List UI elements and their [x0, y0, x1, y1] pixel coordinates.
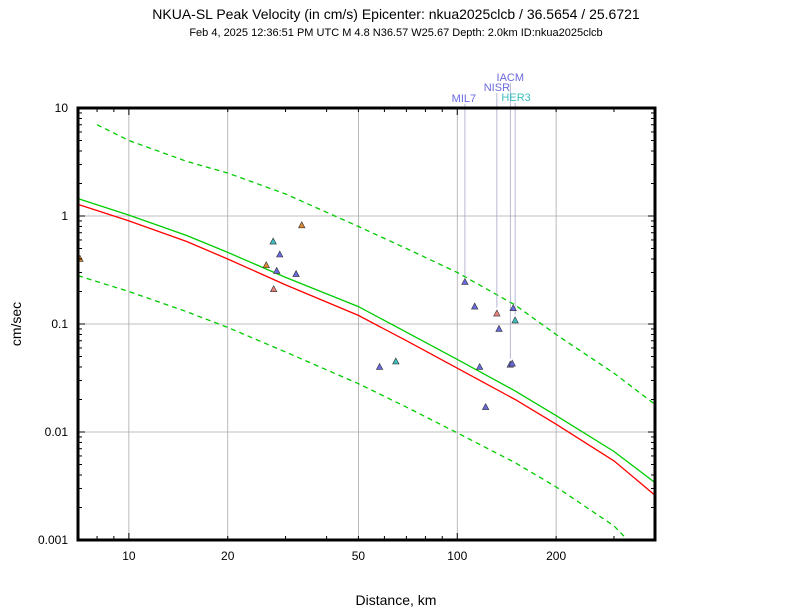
station-marker [276, 250, 284, 258]
station-marker [292, 269, 300, 277]
station-points [76, 221, 519, 410]
chart-title: NKUA-SL Peak Velocity (in cm/s) Epicente… [152, 6, 640, 22]
curve-prediction [77, 203, 656, 496]
x-tick-label: 20 [221, 549, 235, 563]
station-marker [471, 302, 479, 310]
chart-subtitle: Feb 4, 2025 12:36:51 PM UTC M 4.8 N36.57… [189, 27, 602, 39]
y-tick-label: 0.1 [51, 317, 68, 331]
station-marker [493, 309, 501, 317]
axis-ticks: 10 20 50 100 200 0.001 0.01 0.1 1 10 [38, 101, 656, 563]
x-axis-label: Distance, km [356, 592, 437, 608]
station-marker [461, 277, 469, 285]
station-label: IACM [497, 72, 525, 84]
curve-lower-bound [77, 275, 629, 541]
x-tick-label: 10 [122, 549, 136, 563]
station-label: MIL7 [452, 93, 476, 105]
y-tick-label: 10 [55, 101, 69, 115]
station-marker [475, 362, 484, 370]
y-tick-label: 0.01 [45, 425, 69, 439]
curve-prediction-alt [77, 197, 656, 484]
station-marker [262, 261, 270, 269]
station-marker [375, 362, 384, 370]
curve-upper-bound [96, 124, 656, 405]
prediction-curves [77, 124, 656, 541]
station-marker [269, 285, 278, 293]
x-tick-label: 50 [352, 549, 366, 563]
y-tick-label: 0.001 [38, 533, 68, 547]
y-axis-label: cm/sec [8, 302, 24, 346]
station-label: NISR [484, 82, 510, 94]
station-label: HER3 [501, 92, 530, 104]
station-marker [269, 237, 277, 245]
station-marker [273, 266, 281, 274]
station-marker [495, 324, 503, 332]
station-leader-lines [464, 83, 516, 359]
station-marker [509, 304, 517, 312]
station-marker [298, 221, 306, 229]
x-tick-label: 200 [546, 549, 566, 563]
station-marker [508, 359, 516, 367]
station-marker [392, 357, 400, 365]
grid-lines [78, 107, 655, 541]
x-tick-label: 100 [447, 549, 467, 563]
y-tick-label: 1 [61, 209, 68, 223]
station-marker [511, 316, 519, 324]
station-marker [481, 402, 490, 410]
